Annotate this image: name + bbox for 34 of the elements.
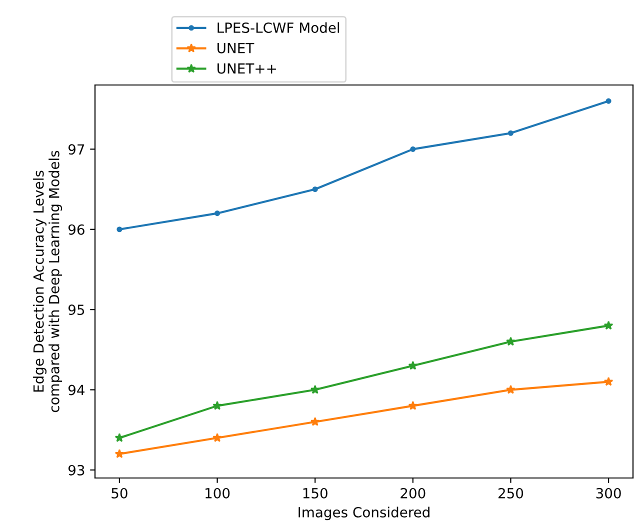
point xyxy=(310,416,320,426)
point xyxy=(506,384,516,394)
point xyxy=(408,360,418,370)
point xyxy=(410,146,416,152)
x-tick-label: 250 xyxy=(498,488,524,498)
x-tick-label: 100 xyxy=(206,488,230,498)
y-tick-label: 94 xyxy=(68,384,84,396)
y-tick-label: 93 xyxy=(68,464,84,476)
x-axis-title: Images Considered xyxy=(298,506,430,520)
legend-label: UNET++ xyxy=(218,63,276,74)
legend-label: UNET xyxy=(218,43,254,54)
y-axis-title: Edge Detection Accuracy Levels compared with Deep Learning Models xyxy=(33,150,62,412)
point xyxy=(214,210,220,216)
point xyxy=(604,376,614,386)
point xyxy=(606,98,612,104)
x-tick-label: 300 xyxy=(596,488,621,498)
y-tick-label: 97 xyxy=(68,144,84,155)
y-tick-label: 95 xyxy=(68,304,84,316)
legend-label: LPES-LCWF Model xyxy=(218,22,340,33)
point xyxy=(312,186,318,192)
point xyxy=(506,336,516,346)
point xyxy=(116,226,122,232)
x-tick-label: 50 xyxy=(112,488,128,498)
point xyxy=(212,400,222,410)
point xyxy=(114,433,124,442)
point xyxy=(114,449,124,458)
point xyxy=(212,433,222,442)
point xyxy=(408,400,418,410)
point xyxy=(508,130,514,136)
x-tick-label: 150 xyxy=(303,488,328,498)
point xyxy=(310,384,320,394)
y-tick-label: 96 xyxy=(68,224,84,235)
x-tick-label: 200 xyxy=(400,488,426,498)
point xyxy=(604,320,614,330)
